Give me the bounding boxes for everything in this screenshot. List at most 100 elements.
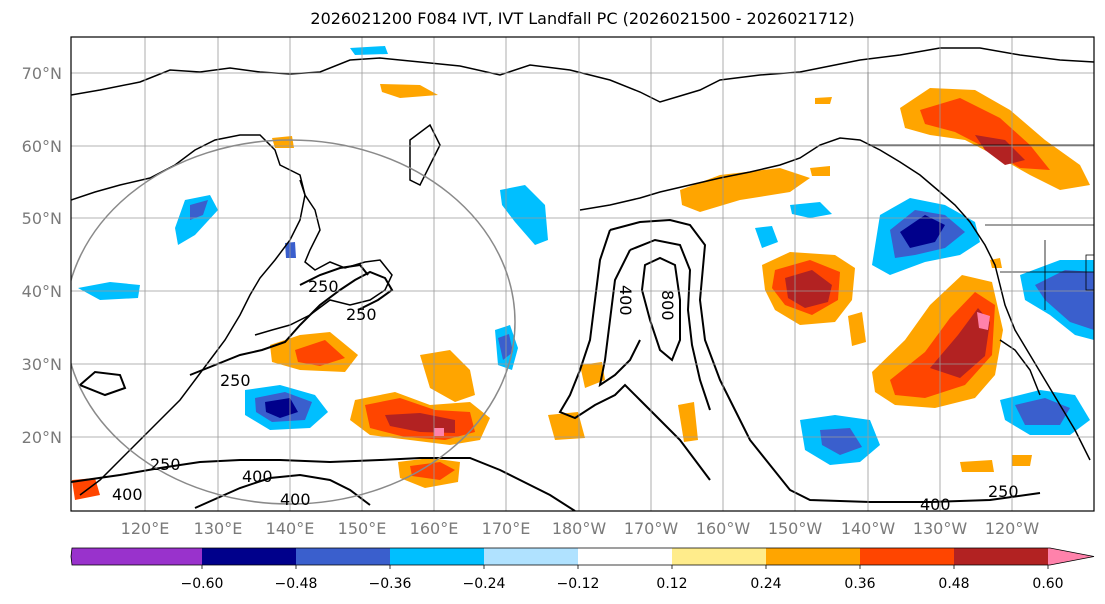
positive-anomaly-area xyxy=(890,292,995,398)
contour-400 xyxy=(71,457,576,511)
state-border xyxy=(1085,254,1094,291)
positive-anomaly-area xyxy=(975,135,1025,165)
ivt-contours xyxy=(71,218,1041,511)
contour-label: 250 xyxy=(346,305,377,324)
contour-400 xyxy=(194,473,371,509)
lon-label: 160°E xyxy=(410,519,459,538)
lon-label: 180°W xyxy=(552,519,607,538)
contour-label: 400 xyxy=(112,485,143,504)
positive-anomaly-area xyxy=(960,460,994,472)
negative-anomaly-area xyxy=(500,185,548,245)
colorbar-tick-label: −0.24 xyxy=(463,576,506,592)
positive-anomaly-area xyxy=(977,312,990,330)
contour-label: 800 xyxy=(658,290,677,321)
negative-anomaly-area xyxy=(755,226,778,248)
lon-label: 170°W xyxy=(624,519,679,538)
lat-label: 70°N xyxy=(22,64,62,83)
contour-label: 400 xyxy=(616,285,635,316)
positive-anomaly-area xyxy=(272,136,294,148)
negative-anomaly-area xyxy=(350,46,388,55)
positive-anomaly-area xyxy=(410,462,455,480)
colorbar-segment xyxy=(484,548,579,565)
positive-anomaly-area xyxy=(810,166,830,176)
positive-anomaly-area xyxy=(1012,455,1032,466)
negative-anomaly-area xyxy=(175,195,218,245)
contour-label: 400 xyxy=(920,495,951,514)
lat-label: 50°N xyxy=(22,209,62,228)
colorbar-segment xyxy=(578,548,673,565)
positive-anomaly-area xyxy=(848,312,866,346)
colorbar-segment xyxy=(954,548,1049,565)
colorbar-tick-label: −0.48 xyxy=(275,576,318,592)
positive-anomaly-area xyxy=(548,412,585,440)
colorbar-segment xyxy=(296,548,391,565)
negative-anomaly-area xyxy=(900,215,945,248)
positive-anomaly-area xyxy=(295,340,345,366)
lat-label: 20°N xyxy=(22,428,62,447)
arctic-coastline xyxy=(71,47,1094,103)
colorbar-tick-label: 0.24 xyxy=(750,576,781,592)
colorbar-tick-label: 0.48 xyxy=(938,576,969,592)
negative-anomaly-area xyxy=(790,202,832,218)
colorbar-extend-high xyxy=(1048,548,1094,565)
coastlines xyxy=(71,47,1094,496)
positive-anomaly-area xyxy=(434,428,444,436)
ivt-shading xyxy=(72,46,1094,500)
negative-anomaly-area xyxy=(190,200,208,220)
contour-label: 250 xyxy=(220,371,251,390)
lon-label: 160°W xyxy=(696,519,751,538)
lon-label: 140°E xyxy=(266,519,315,538)
negative-anomaly-area xyxy=(498,334,513,360)
negative-anomaly-area xyxy=(285,242,296,258)
lat-label: 30°N xyxy=(22,355,62,374)
lat-label: 40°N xyxy=(22,282,62,301)
asia-coastline xyxy=(71,134,306,496)
contour-label: 250 xyxy=(308,277,339,296)
lon-label: 120°W xyxy=(985,519,1040,538)
colorbar-segment xyxy=(860,548,955,565)
plot-frame xyxy=(70,36,1095,512)
contour-label: 250 xyxy=(150,455,181,474)
contour-closed xyxy=(78,370,127,397)
colorbar-segment xyxy=(672,548,767,565)
north-america-coastline xyxy=(579,137,1091,461)
positive-anomaly-area xyxy=(930,308,990,378)
lon-label: 140°W xyxy=(841,519,896,538)
positive-anomaly-area xyxy=(678,402,698,442)
contour-label: 400 xyxy=(280,490,311,509)
reference-circle xyxy=(71,139,516,505)
colorbar-tick-label: 0.12 xyxy=(656,576,687,592)
contour-400 xyxy=(598,249,641,388)
colorbar: −0.60 −0.48 −0.36 −0.24 −0.12 0.12 0.24 0.36 0.4… xyxy=(70,547,1095,592)
colorbar-tick-label: −0.36 xyxy=(369,576,412,592)
map-title: 2026021200 F084 IVT, IVT Landfall PC (20… xyxy=(310,9,855,28)
colorbar-segment xyxy=(766,548,861,565)
contour-label: 400 xyxy=(242,467,273,486)
negative-anomaly-area xyxy=(1015,398,1070,425)
colorbar-outline xyxy=(70,547,1095,566)
contour-labels: 250 250 250 250 400 400 400 800 400 250 … xyxy=(112,277,1019,514)
longitude-labels: 120°E 130°E 140°E 150°E 160°E 170°E 180°… xyxy=(121,519,1040,538)
lat-label: 60°N xyxy=(22,137,62,156)
colorbar-tick-label: 0.60 xyxy=(1032,576,1063,592)
positive-anomaly-area xyxy=(580,362,605,388)
lon-label: 130°E xyxy=(194,519,243,538)
colorbar-tick-label: −0.60 xyxy=(181,576,224,592)
kamchatka-coastline xyxy=(409,123,441,187)
negative-anomaly-area xyxy=(820,428,862,455)
contour-label: 250 xyxy=(988,482,1019,501)
california-coastline xyxy=(999,339,1041,396)
positive-anomaly-area xyxy=(785,270,832,308)
lon-label: 150°W xyxy=(768,519,823,538)
lon-label: 120°E xyxy=(121,519,170,538)
positive-anomaly-area xyxy=(380,84,438,98)
contour-250-east xyxy=(609,218,1041,503)
negative-anomaly-area xyxy=(1035,270,1094,330)
colorbar-segment xyxy=(202,548,297,565)
positive-anomaly-area xyxy=(815,97,832,104)
lon-label: 170°E xyxy=(482,519,531,538)
positive-anomaly-area xyxy=(920,98,1050,170)
contour-800 xyxy=(640,256,681,362)
contour-250 xyxy=(189,270,394,376)
graticule xyxy=(71,37,1094,511)
